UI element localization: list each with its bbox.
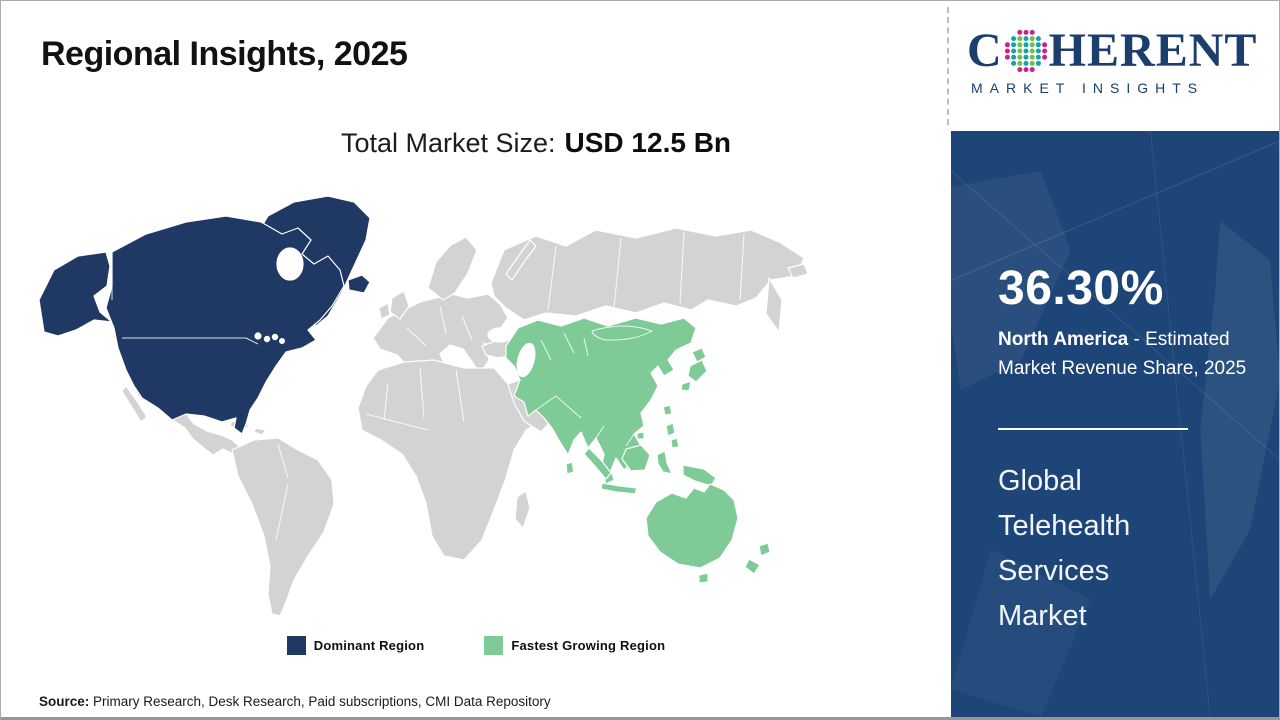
- globe-dots: [1004, 29, 1047, 73]
- region-russia: [490, 227, 805, 321]
- hudson-bay: [276, 247, 304, 281]
- region-alaska: [38, 251, 113, 337]
- market-share-region: North America: [998, 329, 1129, 350]
- logo-letter-c: C: [967, 24, 1003, 77]
- regions-fastest-growing: [505, 317, 771, 584]
- region-kamchatka: [765, 277, 783, 333]
- region-new-zealand-north: [758, 542, 771, 557]
- great-lake: [254, 332, 262, 340]
- region-tasmania: [698, 572, 709, 584]
- coherent-logo-globe-icon: [1004, 29, 1047, 73]
- region-sulawesi: [656, 450, 673, 475]
- region-australia: [645, 483, 739, 569]
- region-japan-hokkaido: [691, 347, 707, 363]
- caspian-sea: [516, 342, 536, 378]
- total-market-size-value: USD 12.5 Bn: [564, 127, 732, 158]
- country-border-lines: [111, 231, 745, 541]
- region-iceland: [347, 274, 371, 294]
- region-philippines-north: [665, 422, 676, 437]
- great-lake: [271, 333, 279, 341]
- region-arctic-island-2: [787, 263, 809, 279]
- region-scandinavia: [427, 236, 478, 301]
- sidebar-map-watermark: [951, 131, 1279, 717]
- region-sumatra: [583, 447, 612, 480]
- region-taiwan: [662, 404, 673, 416]
- region-japan-honshu: [687, 359, 708, 383]
- region-hispaniola: [253, 427, 267, 436]
- region-arctic-island: [505, 239, 537, 281]
- legend-item-fastest-growing: Fastest Growing Region: [484, 636, 665, 655]
- logo-tagline: MARKET INSIGHTS: [971, 80, 1205, 96]
- legend-label-dominant: Dominant Region: [313, 638, 425, 653]
- region-ireland: [378, 302, 391, 320]
- sidebar-divider: [998, 428, 1188, 430]
- region-south-america: [231, 437, 335, 617]
- black-sea: [487, 327, 513, 343]
- legend-swatch-fastest-growing: [484, 636, 504, 655]
- region-asia-mainland: [505, 317, 697, 485]
- region-borneo: [621, 444, 651, 472]
- legend-item-dominant: Dominant Region: [286, 636, 425, 655]
- water-bodies: [254, 247, 536, 378]
- source-text: Primary Research, Desk Research, Paid su…: [89, 694, 551, 709]
- region-japan-kyushu: [680, 380, 692, 392]
- region-africa: [357, 359, 543, 561]
- map-legend: Dominant Region Fastest Growing Region: [36, 636, 916, 655]
- dashed-divider: [947, 7, 949, 125]
- great-lake: [263, 335, 271, 343]
- region-madagascar: [514, 490, 531, 529]
- region-hainan: [636, 431, 645, 440]
- source-label: Source:: [39, 694, 90, 709]
- region-new-zealand-south: [744, 558, 761, 575]
- logo-letters-rest: HERENT: [1048, 24, 1258, 77]
- market-share-description: North America - Estimated Market Revenue…: [998, 325, 1256, 383]
- sidebar: 36.30% North America - Estimated Market …: [951, 131, 1279, 717]
- region-philippines-south: [670, 437, 680, 449]
- region-java: [600, 482, 638, 495]
- world-map-container: [36, 187, 916, 639]
- source-note: Source: Primary Research, Desk Research,…: [39, 694, 551, 709]
- world-map: [38, 195, 809, 617]
- legend-label-fastest-growing: Fastest Growing Region: [511, 638, 666, 653]
- total-market-size: Total Market Size: USD 12.5 Bn: [36, 127, 916, 159]
- market-share-value: 36.30%: [998, 262, 1164, 315]
- coherent-market-insights-logo: C HERENT MARKET INSIGHTS: [967, 27, 1267, 97]
- market-share-desc-text: - Estimated Market Revenue Share, 2025: [998, 329, 1247, 379]
- total-market-size-label: Total Market Size:: [340, 128, 556, 158]
- market-name: Global Telehealth Services Market: [998, 465, 1131, 632]
- logo-wordmark: C HERENT: [967, 27, 1267, 75]
- region-baja: [121, 385, 148, 423]
- regions-dominant: [38, 195, 371, 435]
- region-papua-new-guinea: [682, 464, 717, 487]
- great-lake: [279, 338, 286, 345]
- region-sri-lanka: [565, 461, 575, 475]
- page-title: Regional Insights, 2025: [41, 35, 408, 73]
- region-uk: [389, 290, 410, 320]
- legend-swatch-dominant: [286, 636, 306, 655]
